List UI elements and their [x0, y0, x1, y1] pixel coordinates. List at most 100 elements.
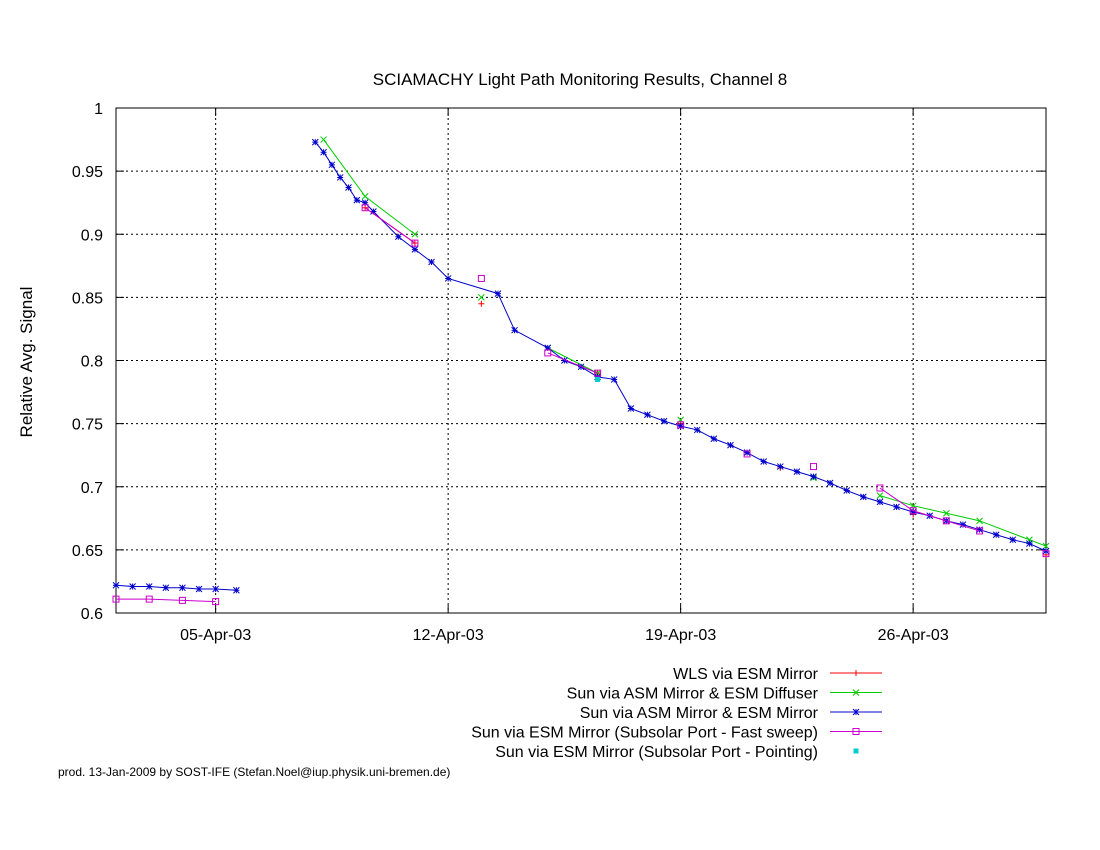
data-point: [727, 441, 734, 449]
y-tick-label: 0.85: [72, 290, 103, 307]
data-point: [328, 161, 336, 169]
data-point: [477, 274, 485, 282]
y-tick-label: 0.9: [81, 227, 103, 244]
data-point: [411, 246, 419, 253]
data-point: [345, 184, 352, 191]
data-point: [852, 689, 860, 696]
data-point: [976, 527, 984, 535]
data-point: [311, 138, 319, 146]
data-point: [544, 344, 552, 352]
series-line: [547, 352, 598, 374]
data-point: [610, 376, 618, 383]
data-point: [942, 517, 950, 525]
data-point: [859, 493, 867, 501]
data-point: [320, 136, 327, 143]
data-point: [112, 595, 120, 603]
series-1: [362, 204, 1049, 558]
data-point: [411, 239, 419, 247]
y-axis-label: Relative Avg. Signal: [17, 287, 36, 438]
data-point: [810, 463, 817, 471]
data-point: [336, 174, 344, 181]
legend: WLS via ESM Mirror Sun via ASM Mirror & E…: [471, 666, 882, 761]
y-tick-label: 0.7: [81, 480, 103, 497]
legend-item: Sun via ESM Mirror (Subsolar Port - Fast…: [471, 725, 882, 742]
data-point: [743, 449, 751, 457]
data-point: [444, 275, 452, 282]
series-line: [364, 207, 416, 244]
x-tick-label: 12-Apr-03: [413, 627, 484, 644]
data-point: [776, 463, 784, 470]
data-point: [992, 531, 1000, 539]
data-point: [511, 326, 518, 334]
series-5: [595, 376, 601, 382]
x-tick-label: 19-Apr-03: [645, 627, 716, 644]
data-point: [595, 376, 601, 382]
data-point: [1042, 550, 1050, 558]
series-line: [879, 487, 980, 532]
data-point: [876, 484, 884, 492]
data-point: [233, 586, 240, 594]
legend-item: Sun via ESM Mirror (Subsolar Port - Poin…: [495, 744, 859, 761]
y-tick-label: 0.65: [72, 543, 103, 560]
data-point: [943, 509, 950, 517]
data-point: [561, 357, 568, 364]
x-tick-label: 05-Apr-03: [180, 627, 251, 644]
data-point: [1009, 536, 1017, 544]
data-point: [843, 487, 851, 494]
data-point: [594, 369, 602, 377]
data-point: [677, 422, 684, 430]
data-point: [852, 728, 860, 735]
data-point: [644, 411, 651, 419]
data-point: [494, 290, 502, 297]
series-layer: [112, 136, 1050, 606]
x-tick-label: 26-Apr-03: [878, 627, 949, 644]
series-4: [112, 204, 1050, 606]
data-point: [145, 583, 153, 590]
plot-frame: [115, 107, 1047, 614]
data-point: [212, 598, 220, 606]
data-point: [909, 507, 917, 515]
series-line: [323, 139, 416, 235]
data-point: [893, 503, 900, 511]
series-line: [879, 495, 1047, 547]
legend-item: Sun via ASM Mirror & ESM Diffuser: [567, 686, 882, 703]
data-point: [1042, 542, 1050, 550]
data-point: [320, 148, 327, 156]
data-point: [852, 708, 860, 716]
data-point: [1026, 540, 1033, 547]
data-point: [959, 521, 967, 528]
legend-label: Sun via ASM Mirror & ESM Diffuser: [567, 686, 819, 703]
data-point: [353, 196, 361, 204]
data-point: [411, 240, 418, 247]
grid-lines: [116, 108, 1046, 613]
data-point: [428, 258, 435, 266]
legend-label: Sun via ASM Mirror & ESM Mirror: [580, 705, 819, 722]
data-point: [627, 405, 635, 412]
data-point: [743, 450, 751, 458]
y-tick-label: 0.95: [72, 164, 103, 181]
data-point: [361, 193, 369, 200]
data-point: [853, 748, 859, 754]
data-point: [876, 492, 884, 499]
legend-item: WLS via ESM Mirror: [673, 666, 882, 683]
data-point: [145, 595, 153, 603]
data-point: [876, 498, 884, 506]
legend-item: Sun via ASM Mirror & ESM Mirror: [580, 705, 882, 722]
axes: 0.6 0.65 0.7 0.75 0.8 0.85 0.9 0.95 1 05-Apr-03 12…: [72, 101, 1047, 644]
data-point: [212, 585, 219, 593]
data-point: [909, 508, 917, 516]
series-line: [116, 598, 216, 603]
data-point: [976, 517, 983, 525]
data-point: [660, 417, 668, 425]
data-point: [361, 199, 369, 207]
data-point: [544, 349, 552, 357]
legend-label: WLS via ESM Mirror: [673, 666, 819, 683]
data-point: [677, 421, 685, 429]
data-point: [693, 426, 701, 434]
y-tick-label: 1: [94, 101, 103, 118]
data-point: [710, 435, 718, 443]
legend-label: Sun via ESM Mirror (Subsolar Port - Fast…: [471, 725, 818, 742]
data-point: [394, 233, 402, 241]
data-point: [370, 208, 377, 215]
data-point: [760, 458, 768, 465]
